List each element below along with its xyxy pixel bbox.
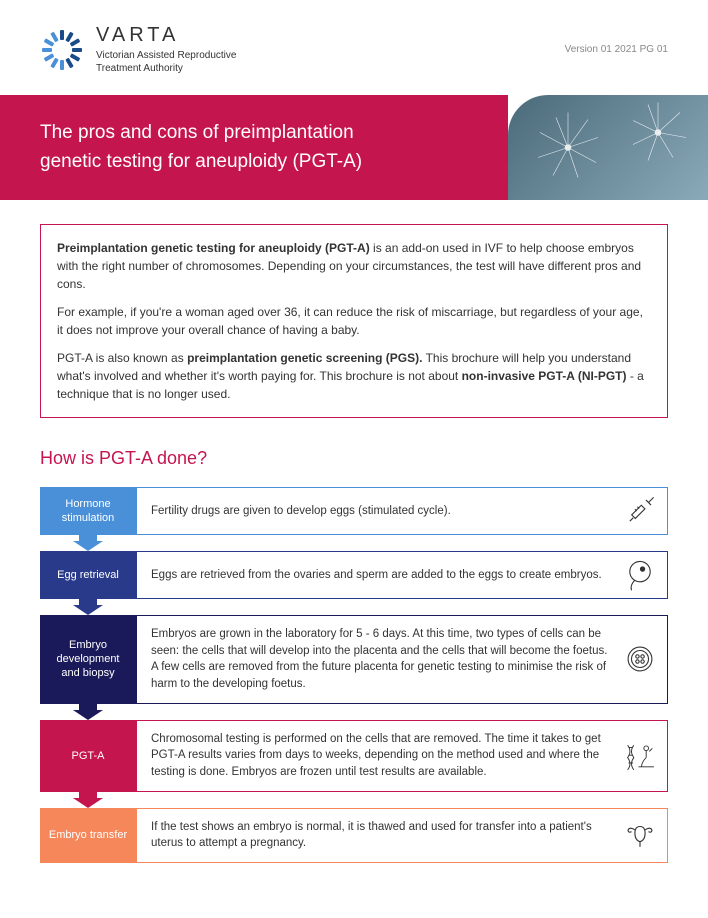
flow-arrow xyxy=(40,704,136,720)
banner-title: The pros and cons of preimplantationgene… xyxy=(0,95,508,200)
egg-icon xyxy=(623,558,657,592)
logo-icon xyxy=(40,28,84,72)
intro-box: Preimplantation genetic testing for aneu… xyxy=(40,224,668,418)
uterus-icon xyxy=(623,818,657,852)
dna-microscope-icon xyxy=(623,739,657,773)
step-body: Fertility drugs are given to develop egg… xyxy=(136,487,668,535)
step-pgta: PGT-A Chromosomal testing is performed o… xyxy=(40,720,668,792)
step-body: Chromosomal testing is performed on the … xyxy=(136,720,668,792)
step-body: If the test shows an embryo is normal, i… xyxy=(136,808,668,863)
process-flow: Hormone stimulation Fertility drugs are … xyxy=(40,487,668,863)
version-text: Version 01 2021 PG 01 xyxy=(565,44,668,55)
logo-subtitle: Victorian Assisted ReproductiveTreatment… xyxy=(96,49,236,75)
logo-block: VARTA Victorian Assisted ReproductiveTre… xyxy=(40,24,236,75)
step-hormone: Hormone stimulation Fertility drugs are … xyxy=(40,487,668,535)
step-egg-retrieval: Egg retrieval Eggs are retrieved from th… xyxy=(40,551,668,599)
flow-arrow xyxy=(40,535,136,551)
flow-arrow xyxy=(40,599,136,615)
logo-title: VARTA xyxy=(96,24,236,47)
step-body: Embryos are grown in the laboratory for … xyxy=(136,615,668,704)
step-label: Hormone stimulation xyxy=(40,487,136,535)
flow-arrow xyxy=(40,792,136,808)
title-banner: The pros and cons of preimplantationgene… xyxy=(0,95,708,200)
step-label: Egg retrieval xyxy=(40,551,136,599)
dish-icon xyxy=(623,642,657,676)
step-embryo-dev: Embryo development and biopsy Embryos ar… xyxy=(40,615,668,704)
section-title: How is PGT-A done? xyxy=(40,448,668,469)
step-label: Embryo development and biopsy xyxy=(40,615,136,704)
page-header: VARTA Victorian Assisted ReproductiveTre… xyxy=(0,0,708,95)
syringe-icon xyxy=(623,494,657,528)
step-transfer: Embryo transfer If the test shows an emb… xyxy=(40,808,668,863)
step-label: Embryo transfer xyxy=(40,808,136,863)
banner-image xyxy=(508,95,708,200)
step-body: Eggs are retrieved from the ovaries and … xyxy=(136,551,668,599)
step-label: PGT-A xyxy=(40,720,136,792)
